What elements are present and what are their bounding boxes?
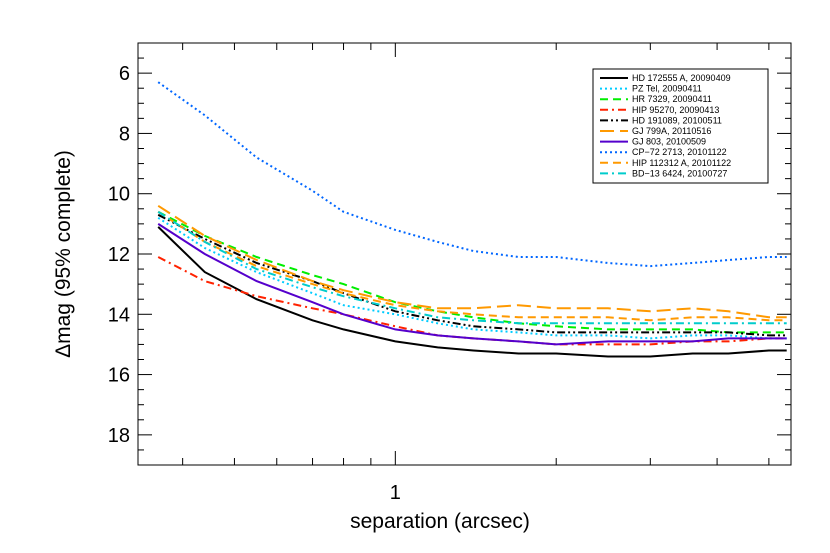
series-line [157, 204, 787, 319]
legend-label: HD 191089, 20100511 [632, 115, 722, 125]
legend-label: BD−13 6424, 20100727 [632, 168, 727, 178]
series-line [157, 256, 787, 346]
y-tick-label: 6 [119, 63, 130, 85]
y-tick-label: 12 [108, 244, 130, 266]
series-line [157, 81, 787, 268]
x-axis-title: separation (arcsec) [350, 510, 530, 533]
series-line [157, 213, 787, 337]
legend-label: CP−72 2713, 20101122 [632, 147, 727, 157]
y-tick-label: 14 [108, 304, 130, 326]
legend-label: HIP 95270, 20090413 [632, 105, 719, 115]
series-line [157, 210, 787, 334]
legend-label: HR 7329, 20090411 [632, 94, 712, 104]
legend-label: HD 172555 A, 20090409 [632, 73, 731, 83]
tick-labels: 6 8 10 12 14 16 18 1 [108, 63, 401, 504]
y-tick-label: 16 [108, 365, 130, 387]
y-tick-label: 18 [108, 425, 130, 447]
series-line [157, 226, 787, 358]
y-tick-label: 10 [108, 184, 130, 206]
series-layer [157, 81, 787, 358]
series-line [157, 210, 787, 325]
legend-label: HIP 112312 A, 20101122 [632, 158, 731, 168]
y-tick-label: 8 [119, 123, 130, 145]
legend-label: GJ 803, 20100509 [632, 137, 706, 147]
legend-box [592, 68, 769, 184]
axis-ticks [138, 43, 791, 465]
series-line [157, 216, 787, 340]
series-line [157, 210, 787, 322]
series-line [157, 223, 787, 346]
y-axis-title: Δmag (95% complete) [52, 150, 75, 358]
x-tick-label: 1 [390, 482, 401, 504]
legend-label: PZ Tel, 20090411 [632, 84, 702, 94]
legend-label: GJ 799A, 20110516 [632, 126, 711, 136]
